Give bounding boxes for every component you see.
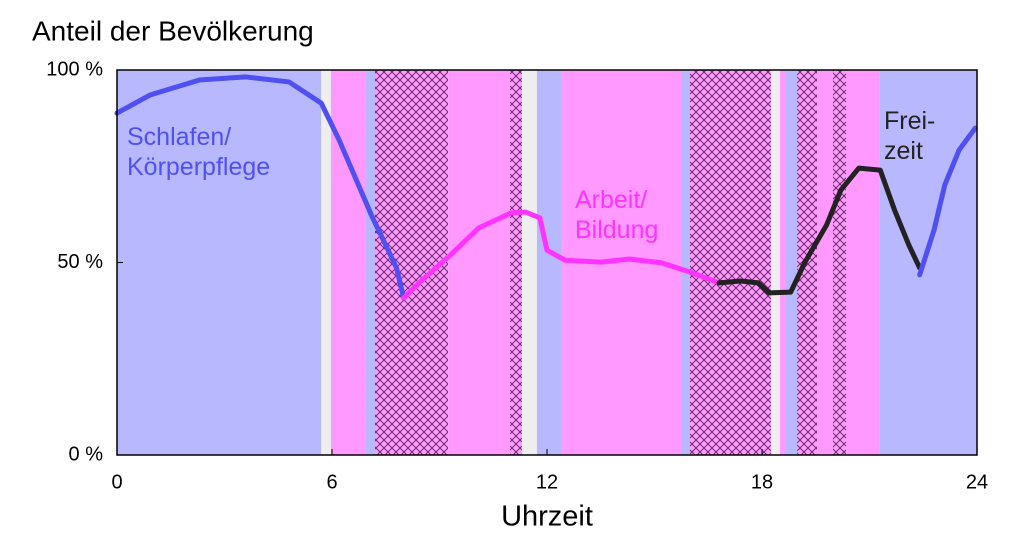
activity-band — [521, 70, 537, 455]
x-tick-label: 0 — [111, 471, 122, 493]
x-tick-label: 18 — [751, 471, 773, 493]
x-tick-label: 24 — [966, 471, 988, 493]
x-tick-label: 6 — [326, 471, 337, 493]
series-label: Frei- zeit — [884, 107, 936, 165]
activity-band — [448, 70, 511, 455]
activity-band — [681, 70, 690, 455]
activity-band — [846, 70, 880, 455]
activity-band — [779, 70, 787, 455]
series-line — [114, 74, 407, 301]
activity-band — [879, 70, 977, 455]
y-tick-label: 100 % — [46, 58, 103, 80]
activity-band-hatch — [832, 70, 847, 455]
activity-band-hatch — [375, 70, 449, 455]
activity-band — [321, 70, 331, 455]
activity-band — [536, 70, 563, 455]
series-line — [917, 125, 978, 278]
activity-band — [330, 70, 367, 455]
series-label: Arbeit/ Bildung — [575, 186, 659, 244]
activity-band-hatch — [510, 70, 522, 455]
activity-band — [786, 70, 798, 455]
activity-band — [817, 70, 833, 455]
x-tick-label: 12 — [536, 471, 558, 493]
x-axis-label: Uhrzeit — [501, 501, 593, 533]
activity-band — [366, 70, 375, 455]
y-tick-label: 50 % — [57, 251, 103, 273]
series-line — [401, 209, 722, 301]
activity-band — [117, 70, 322, 455]
activity-band-hatch — [689, 70, 771, 455]
y-tick-label: 0 % — [69, 443, 104, 465]
activity-band — [770, 70, 780, 455]
chart-title: Anteil der Bevölkerung — [32, 15, 314, 46]
series-label: Schlafen/ Körperpflege — [127, 123, 271, 181]
series-line — [716, 165, 923, 296]
